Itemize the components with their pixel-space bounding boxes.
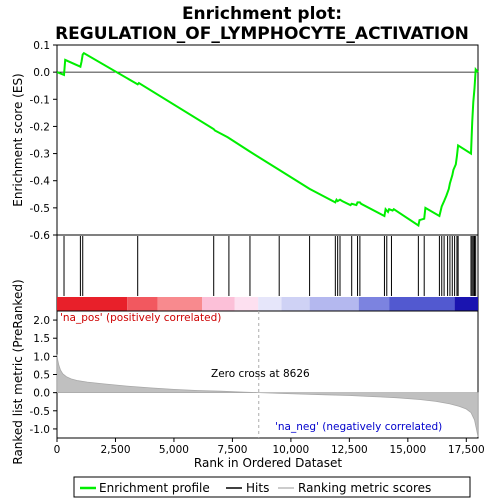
colorbar-segment — [358, 297, 390, 311]
ranking-metric-area — [56, 354, 479, 437]
es-ytick-label: -0.2 — [30, 121, 51, 133]
metric-ytick-label: 2.0 — [33, 315, 50, 327]
legend-hits-label: Hits — [246, 481, 269, 495]
colorbar-segment — [157, 297, 203, 311]
metric-ytick-label: 0.5 — [33, 370, 50, 382]
x-tick-label: 7,500 — [217, 444, 247, 456]
es-ytick-label: -0.6 — [30, 230, 51, 242]
metric-ytick-label: 1.5 — [33, 333, 50, 345]
legend-box — [73, 476, 471, 498]
legend-enrichment-label: Enrichment profile — [99, 481, 210, 495]
metric-ytick-label: -1.0 — [30, 424, 51, 436]
es-ytick-label: 0.1 — [33, 40, 50, 52]
neg-correlated-label: 'na_neg' (negatively correlated) — [275, 421, 442, 433]
zero-cross-label: Zero cross at 8626 — [211, 368, 310, 380]
colorbar-segment — [281, 297, 310, 311]
colorbar-segment — [127, 297, 158, 311]
colorbar-segment — [234, 297, 259, 311]
legend-metric-label: Ranking metric scores — [298, 481, 431, 495]
es-ytick-label: -0.3 — [30, 149, 51, 161]
metric-ytick-label: 0.0 — [33, 388, 50, 400]
metric-axis-label: Ranked list metric (PreRanked) — [11, 279, 25, 464]
chart-title-line1: Enrichment plot: — [182, 4, 342, 24]
x-tick-label: 15,000 — [389, 444, 426, 456]
x-axis-label: Rank in Ordered Dataset — [194, 456, 342, 470]
es-ytick-label: 0.0 — [33, 67, 50, 79]
enrichment-profile-line — [56, 51, 479, 228]
x-tick-label: 17,500 — [448, 444, 485, 456]
colorbar-segment — [309, 297, 359, 311]
colorbar-segment — [389, 297, 455, 311]
x-tick-label: 12,500 — [331, 444, 368, 456]
colorbar-segment — [57, 297, 128, 311]
pos-correlated-label: 'na_pos' (positively correlated) — [60, 312, 221, 324]
x-tick-label: 10,000 — [273, 444, 310, 456]
colorbar-segment — [454, 297, 478, 311]
metric-ytick-label: -0.5 — [30, 406, 51, 418]
es-panel-frame — [56, 44, 479, 236]
colorbar-segment — [258, 297, 282, 311]
colorbar-segment — [202, 297, 235, 311]
es-axis-label: Enrichment score (ES) — [11, 73, 25, 206]
x-tick-label: 2,500 — [100, 444, 130, 456]
chart-title-line2: REGULATION_OF_LYMPHOCYTE_ACTIVATION — [55, 24, 469, 44]
metric-panel-frame — [56, 310, 479, 439]
es-ytick-label: -0.4 — [30, 176, 51, 188]
metric-ytick-label: 1.0 — [33, 351, 50, 363]
x-tick-label: 5,000 — [159, 444, 189, 456]
es-ytick-label: -0.1 — [30, 94, 51, 106]
es-ytick-label: -0.5 — [30, 203, 51, 215]
x-tick-label: 0 — [54, 444, 61, 456]
